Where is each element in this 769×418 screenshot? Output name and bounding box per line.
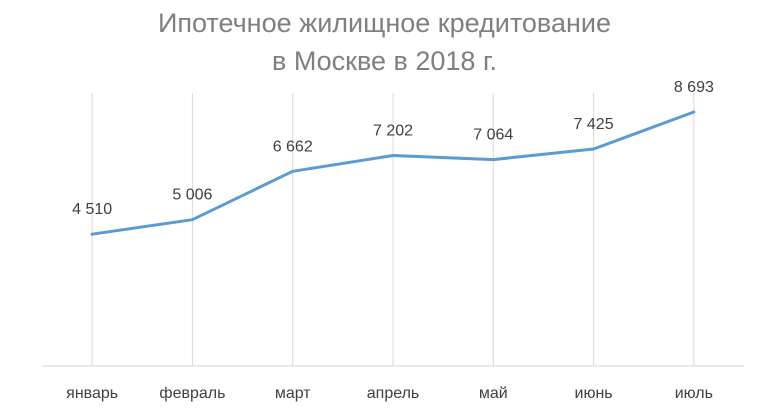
x-tick-label-3: апрель — [367, 385, 420, 402]
x-tick-label-5: июнь — [575, 385, 613, 402]
x-tick-label-2: март — [275, 385, 311, 402]
chart-title: Ипотечное жилищное кредитование в Москве… — [0, 4, 769, 80]
x-tick-labels: январь февраль март апрель май июнь июль — [66, 385, 713, 402]
data-label-5: 7 425 — [574, 116, 614, 133]
series-line — [90, 110, 696, 236]
chart-title-line-1: Ипотечное жилищное кредитование — [157, 8, 611, 38]
vertical-gridlines — [91, 93, 695, 366]
data-label-4: 7 064 — [473, 127, 513, 144]
data-label-1: 5 006 — [172, 187, 212, 204]
data-label-0: 4 510 — [72, 201, 112, 218]
data-label-2: 6 662 — [273, 138, 313, 155]
x-tick-label-0: январь — [66, 385, 118, 402]
chart-title-line-2: в Москве в 2018 г. — [272, 46, 497, 76]
x-tick-label-6: июль — [675, 385, 713, 402]
x-tick-label-1: февраль — [159, 385, 225, 402]
data-label-6: 8 693 — [674, 79, 714, 96]
data-label-3: 7 202 — [373, 123, 413, 140]
data-labels: 4 510 5 006 6 662 7 202 7 064 7 425 8 693 — [72, 79, 714, 218]
x-tick-label-4: май — [479, 385, 508, 402]
